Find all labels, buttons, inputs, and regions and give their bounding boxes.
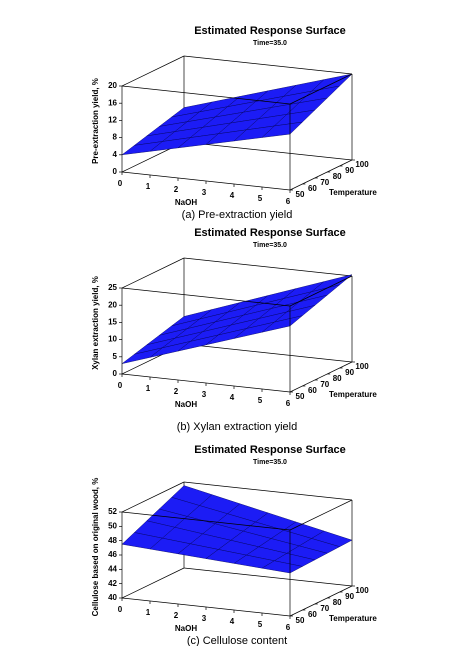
- x-tick-label: 2: [174, 185, 179, 194]
- z-tick-label: 40: [108, 593, 117, 602]
- z-tick-label: 46: [108, 550, 117, 559]
- x-tick-label: 2: [174, 611, 179, 620]
- box-edge: [121, 481, 185, 513]
- y-tick-label: 70: [320, 380, 329, 389]
- box-edge: [183, 481, 353, 501]
- chart-subtitle: Time=35.0: [253, 242, 287, 249]
- chart-title: Estimated Response Surface: [194, 227, 346, 239]
- y-axis-label: Temperature: [329, 614, 377, 623]
- chart-title: Estimated Response Surface: [194, 25, 346, 37]
- chart-subtitle: Time=35.0: [253, 459, 287, 466]
- box-edge: [289, 73, 353, 105]
- y-tick-label: 90: [345, 166, 354, 175]
- caption: (c) Cellulose content: [187, 635, 287, 646]
- x-tick-label: 3: [202, 614, 207, 623]
- y-tick-label: 100: [355, 586, 369, 595]
- y-tick-label: 100: [355, 362, 369, 371]
- box-edge: [289, 275, 353, 307]
- y-tick-label: 90: [345, 368, 354, 377]
- chart-subtitle: Time=35.0: [253, 40, 287, 47]
- box-edge: [121, 567, 185, 599]
- x-tick-label: 4: [230, 617, 235, 626]
- x-tick-label: 1: [146, 384, 151, 393]
- box-edge: [289, 499, 353, 531]
- x-tick-label: 4: [230, 191, 235, 200]
- z-axis-label: Pre-extraction yield, %: [91, 78, 100, 164]
- y-tick-label: 50: [296, 616, 305, 625]
- y-tick-label: 60: [308, 184, 317, 193]
- y-tick-label: 80: [333, 598, 342, 607]
- box-edge: [121, 257, 185, 289]
- y-tick-label: 70: [320, 178, 329, 187]
- box-edge: [183, 55, 353, 75]
- z-tick-label: 4: [113, 150, 118, 159]
- box-edge: [289, 159, 353, 191]
- surface-patch: [261, 315, 303, 333]
- y-tick-label: 90: [345, 592, 354, 601]
- x-tick-label: 3: [202, 390, 207, 399]
- y-tick-label: 100: [355, 160, 369, 169]
- z-tick-label: 16: [108, 98, 117, 107]
- z-tick-label: 20: [108, 300, 117, 309]
- x-tick-label: 6: [286, 197, 291, 206]
- surface-patch: [261, 121, 303, 138]
- box-edge: [121, 85, 291, 105]
- y-tick-label: 60: [308, 386, 317, 395]
- z-tick-label: 0: [113, 167, 118, 176]
- z-tick-label: 52: [108, 507, 117, 516]
- box-edge: [121, 287, 291, 307]
- x-tick-label: 3: [202, 188, 207, 197]
- y-tick-label: 80: [333, 172, 342, 181]
- x-tick-label: 2: [174, 387, 179, 396]
- x-tick-label: 0: [118, 179, 123, 188]
- caption: (b) Xylan extraction yield: [177, 421, 297, 433]
- x-tick-label: 5: [258, 396, 263, 405]
- box-edge: [183, 567, 353, 587]
- z-tick-label: 10: [108, 335, 117, 344]
- x-axis-label: NaOH: [175, 624, 197, 633]
- box-edge: [183, 257, 353, 277]
- z-tick-label: 20: [108, 81, 117, 90]
- y-tick-label: 70: [320, 604, 329, 613]
- z-tick-label: 48: [108, 536, 117, 545]
- box-edge: [289, 361, 353, 393]
- z-tick-label: 5: [113, 352, 118, 361]
- z-tick-label: 25: [108, 283, 117, 292]
- x-tick-label: 0: [118, 605, 123, 614]
- z-tick-label: 44: [108, 564, 117, 573]
- box-edge: [289, 585, 353, 617]
- chart-title: Estimated Response Surface: [194, 444, 346, 456]
- z-tick-label: 42: [108, 579, 117, 588]
- y-tick-label: 50: [296, 190, 305, 199]
- x-axis-label: NaOH: [175, 400, 197, 409]
- x-tick-label: 5: [258, 194, 263, 203]
- x-tick-label: 1: [146, 182, 151, 191]
- y-axis-label: Temperature: [329, 390, 377, 399]
- x-tick-label: 0: [118, 381, 123, 390]
- surface-patch: [261, 560, 303, 574]
- z-tick-label: 12: [108, 116, 117, 125]
- y-tick-label: 50: [296, 392, 305, 401]
- z-tick-label: 50: [108, 521, 117, 530]
- y-tick-label: 80: [333, 374, 342, 383]
- x-tick-label: 6: [286, 399, 291, 408]
- y-tick-label: 60: [308, 610, 317, 619]
- x-tick-label: 5: [258, 620, 263, 629]
- z-tick-label: 8: [113, 133, 118, 142]
- x-tick-label: 4: [230, 393, 235, 402]
- z-tick-label: 15: [108, 318, 117, 327]
- y-axis-label: Temperature: [329, 188, 377, 197]
- box-edge: [183, 343, 353, 363]
- x-tick-label: 6: [286, 623, 291, 632]
- x-axis-label: NaOH: [175, 198, 197, 207]
- box-edge: [121, 511, 291, 531]
- z-axis-label: Xylan extraction yield, %: [91, 276, 100, 370]
- box-edge: [121, 55, 185, 87]
- x-tick-label: 1: [146, 608, 151, 617]
- box-edge: [183, 141, 353, 161]
- z-tick-label: 0: [113, 369, 118, 378]
- z-axis-label: Cellulose based on original wood, %: [91, 478, 100, 617]
- caption: (a) Pre-extraction yield: [182, 209, 293, 221]
